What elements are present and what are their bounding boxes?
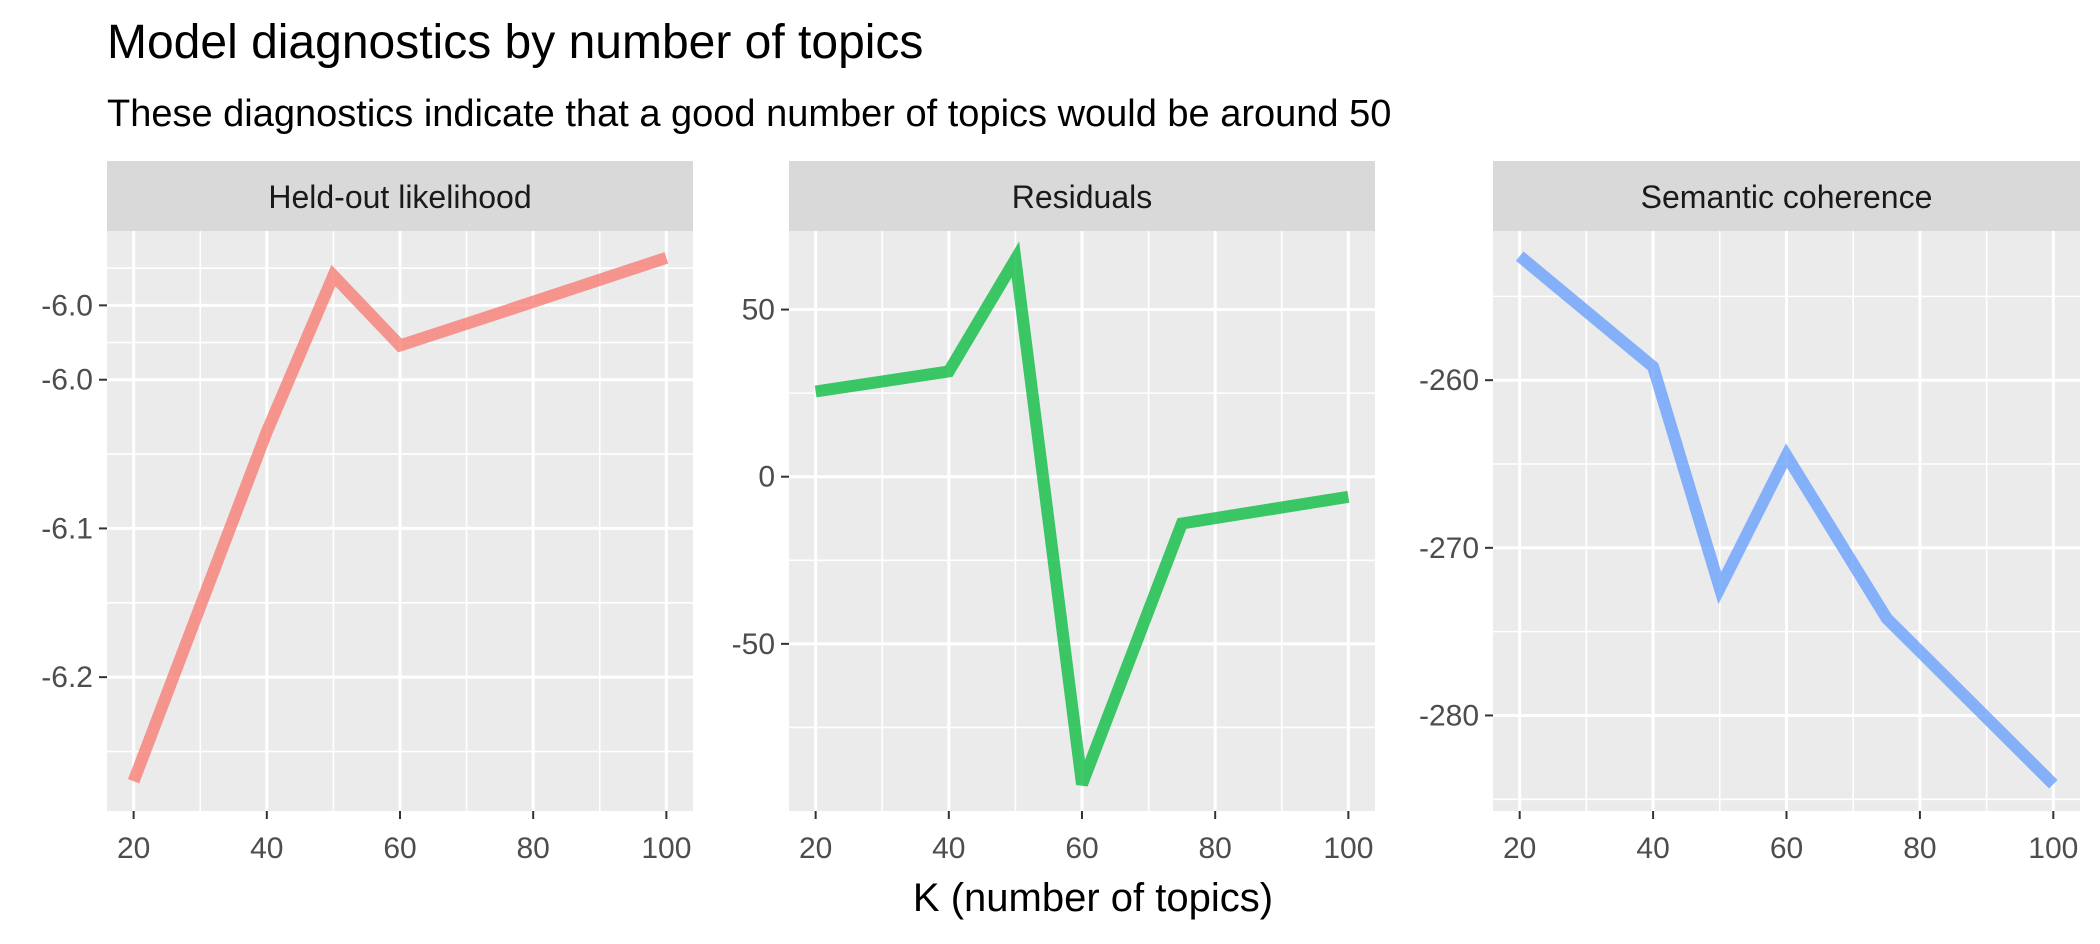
y-tick-label: 0 [758,461,775,494]
strip-label: Held-out likelihood [268,179,531,215]
x-tick-label: 80 [1198,832,1231,865]
chart-title: Model diagnostics by number of topics [107,16,923,69]
strip-background [789,161,1375,231]
y-tick-label: -280 [1419,699,1479,732]
panel-1: Held-out likelihood 20 40 60 80 100 -6.2 -6.1 -6… [41,161,693,865]
x-tick-label: 40 [1636,832,1669,865]
y-tick-label: -270 [1419,532,1479,565]
panel-3: Semantic coherence 20 40 60 80 100 -280 -270 -26… [1419,161,2080,865]
x-tick-label: 40 [250,832,283,865]
x-tick-label: 20 [117,832,150,865]
y-tick-label: -260 [1419,364,1479,397]
series-line [127,252,669,784]
y-tick-label: -6.1 [41,512,93,545]
series-line [1515,251,2058,789]
y-tick-label: -50 [732,628,775,661]
strip-label: Semantic coherence [1641,179,1933,215]
chart-subtitle: These diagnostics indicate that a good n… [107,93,1391,135]
panel-2: Residuals 20 40 60 80 100 -50 0 50 [732,161,1375,865]
facet-panels: Held-out likelihood 20 40 60 80 100 -6.2 -6.1 -6… [41,161,2080,865]
x-tick-label: 40 [932,832,965,865]
x-tick-label: 60 [1065,832,1098,865]
x-tick-label: 100 [1323,832,1373,865]
x-tick-label: 20 [799,832,832,865]
y-tick-label: -6.0 [41,289,93,322]
strip-label: Residuals [1012,179,1153,215]
x-tick-label: 60 [383,832,416,865]
y-tick-label: 50 [742,294,775,327]
strip-background [1493,161,2080,231]
x-tick-label: 80 [1903,832,1936,865]
y-tick-label: -6.2 [41,661,93,694]
series-line [814,241,1350,787]
strip-background [107,161,693,231]
y-tick-label: -6.0 [41,364,93,397]
x-axis-label: K (number of topics) [913,876,1273,920]
x-tick-label: 20 [1503,832,1536,865]
x-tick-label: 60 [1770,832,1803,865]
x-tick-label: 80 [516,832,549,865]
x-tick-label: 100 [641,832,691,865]
x-tick-label: 100 [2028,832,2078,865]
